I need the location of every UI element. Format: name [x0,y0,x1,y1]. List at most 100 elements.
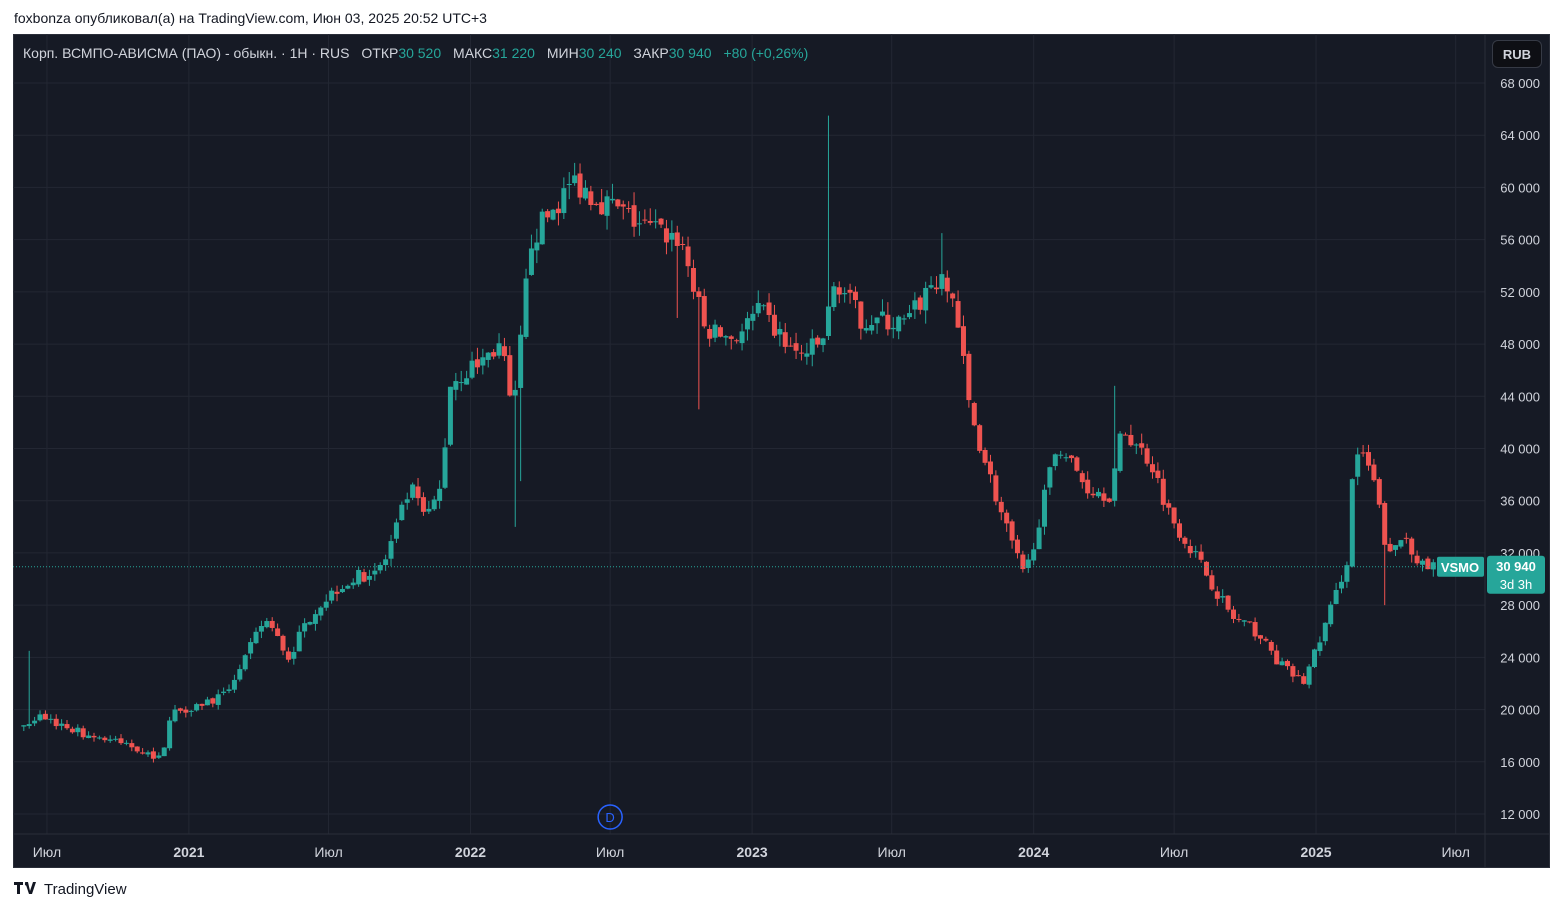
candle-body [21,725,27,727]
candle-body [982,449,988,463]
candle-body [1344,565,1350,582]
candle-body [793,343,799,351]
candle-body [199,703,205,706]
candle-body [1182,537,1188,544]
candle-body [1376,479,1382,505]
y-tick-label: 16 000 [1500,755,1540,770]
candle-body [885,314,891,330]
candle-body [442,447,448,488]
candle-body [134,746,140,752]
candle-body [858,301,864,329]
candle-body [701,296,707,327]
candle-body [1274,650,1280,665]
candle-body [339,589,345,593]
candle-body [609,198,615,201]
candle-body [798,352,804,354]
candle-body [1420,560,1426,565]
candle-body [912,300,918,310]
candle-body [447,386,453,445]
symbol-legend: Корп. ВСМПО-АВИСМА (ПАО) - обыкн. · 1Н ·… [23,45,808,61]
candle-body [561,188,567,214]
candle-body [248,642,254,654]
x-tick-label: Июл [33,844,61,860]
candle-body [1252,622,1258,637]
candle-body [291,651,297,659]
candle-body [539,211,545,245]
candle-body [1117,433,1123,471]
y-tick-label: 40 000 [1500,442,1540,457]
candle-body [296,631,302,652]
high-value: 31 220 [492,45,535,61]
candle-body [275,628,281,637]
candle-body [1279,661,1285,666]
open-label: ОТКР [361,45,399,61]
candle-body [1301,676,1307,684]
y-tick-label: 56 000 [1500,233,1540,248]
candle-body [582,187,588,199]
currency-button[interactable]: RUB [1492,40,1542,68]
candle-body [707,329,713,339]
candle-body [820,338,826,346]
candle-body [1090,493,1096,496]
candle-body [1209,575,1215,590]
candle-body [1328,604,1334,625]
x-tick-label: 2022 [455,844,486,860]
y-tick-label: 68 000 [1500,76,1540,91]
candle-body [739,331,745,344]
candle-body [1268,641,1274,651]
candle-body [86,735,92,739]
candle-body [631,205,637,227]
candle-body [156,755,162,758]
candle-body [258,625,264,632]
candle-body [118,738,124,744]
candle-body [1004,512,1010,524]
candle-body [37,714,43,721]
candle-body [653,221,659,223]
candle-body [906,313,912,318]
y-tick-label: 52 000 [1500,285,1540,300]
candle-series [21,115,1436,763]
candle-body [431,499,437,510]
candlestick-chart[interactable]: 68 000 64 000 60 000 56 000 52 000 48 000 44 0… [13,34,1550,868]
candle-body [1155,470,1161,478]
chart-panel[interactable] [13,34,1550,868]
candle-body [577,173,583,198]
candle-body [1257,635,1263,639]
candle-body [1355,454,1361,477]
candle-body [717,327,723,337]
candle-body [599,202,605,215]
candle-body [399,504,405,521]
y-tick-label: 24 000 [1500,650,1540,665]
candle-body [269,620,275,628]
candle-body [377,565,383,571]
candle-body [1322,622,1328,642]
candle-body [836,287,842,295]
candle-body [1193,551,1199,553]
candle-body [280,635,286,651]
overlay: VSMO 30 940 3d 3h D [13,555,1545,830]
candle-body [1171,507,1177,524]
x-tick-label: 2024 [1018,844,1049,860]
candle-body [1198,551,1204,560]
y-tick-label: 44 000 [1500,389,1540,404]
candle-body [1225,595,1231,610]
candle-body [75,727,81,733]
candle-body [1031,549,1037,561]
candle-body [204,699,210,706]
candle-body [1230,609,1236,619]
candle-body [1085,479,1091,494]
candle-body [420,497,426,512]
candle-body [1063,457,1069,459]
y-tick-label: 36 000 [1500,494,1540,509]
x-tick-label: 2021 [173,844,204,860]
candle-body [1106,498,1112,502]
candle-body [572,175,578,184]
candle-body [977,425,983,451]
candle-body [323,601,329,608]
candle-body [1139,443,1145,448]
candle-body [874,317,880,324]
candle-body [1144,448,1150,464]
candle-body [410,484,416,498]
candle-body [507,355,513,396]
candle-body [1382,503,1388,545]
